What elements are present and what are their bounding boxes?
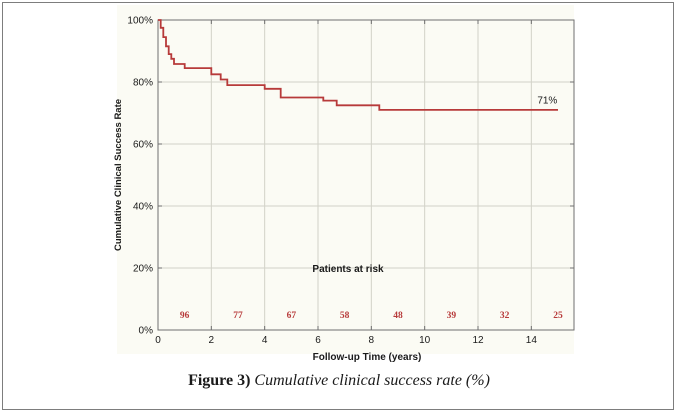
risk-count: 77	[233, 311, 243, 321]
risk-count: 25	[553, 311, 563, 321]
chart-background	[117, 5, 574, 354]
risk-count: 39	[447, 311, 457, 321]
y-tick-label: 100%	[127, 16, 153, 27]
y-tick-label: 40%	[133, 202, 153, 213]
y-axis-label: Cumulative Clinical Success Rate	[113, 99, 124, 251]
end-value-label: 71%	[537, 96, 557, 107]
survival-curve	[158, 19, 558, 111]
risk-count: 48	[393, 311, 403, 321]
y-tick-label: 80%	[133, 78, 153, 89]
x-tick-label: 2	[209, 335, 215, 346]
x-tick-label: 12	[472, 335, 484, 346]
risk-table-values: 96 77 67 58 48 39 32 25	[180, 311, 563, 321]
y-tick-label: 60%	[133, 140, 153, 151]
x-tick-label: 8	[369, 335, 375, 346]
tick-marks	[157, 19, 574, 331]
x-tick-label: 14	[526, 335, 538, 346]
risk-table-title: Patients at risk	[312, 264, 384, 275]
x-tick-label: 0	[155, 335, 161, 346]
risk-count: 96	[180, 311, 190, 321]
x-tick-labels: 0 2 4 6 8 10 12 14	[155, 335, 537, 346]
x-axis-label: Follow-up Time (years)	[313, 352, 422, 363]
x-tick-label: 10	[419, 335, 431, 346]
y-tick-labels: 0% 20% 40% 60% 80% 100%	[127, 16, 153, 337]
caption-label: Figure 3)	[188, 372, 251, 389]
figure-frame	[2, 2, 674, 410]
x-tick-label: 6	[315, 335, 321, 346]
plot-area	[157, 19, 575, 331]
grid	[158, 20, 574, 330]
figure-caption: Figure 3) Cumulative clinical success ra…	[0, 372, 678, 390]
risk-count: 67	[287, 311, 297, 321]
x-tick-label: 4	[262, 335, 268, 346]
caption-text: Cumulative clinical success rate (%)	[250, 372, 490, 389]
y-tick-label: 20%	[133, 264, 153, 275]
y-tick-label: 0%	[139, 326, 154, 337]
risk-count: 58	[340, 311, 350, 321]
risk-count: 32	[500, 311, 510, 321]
